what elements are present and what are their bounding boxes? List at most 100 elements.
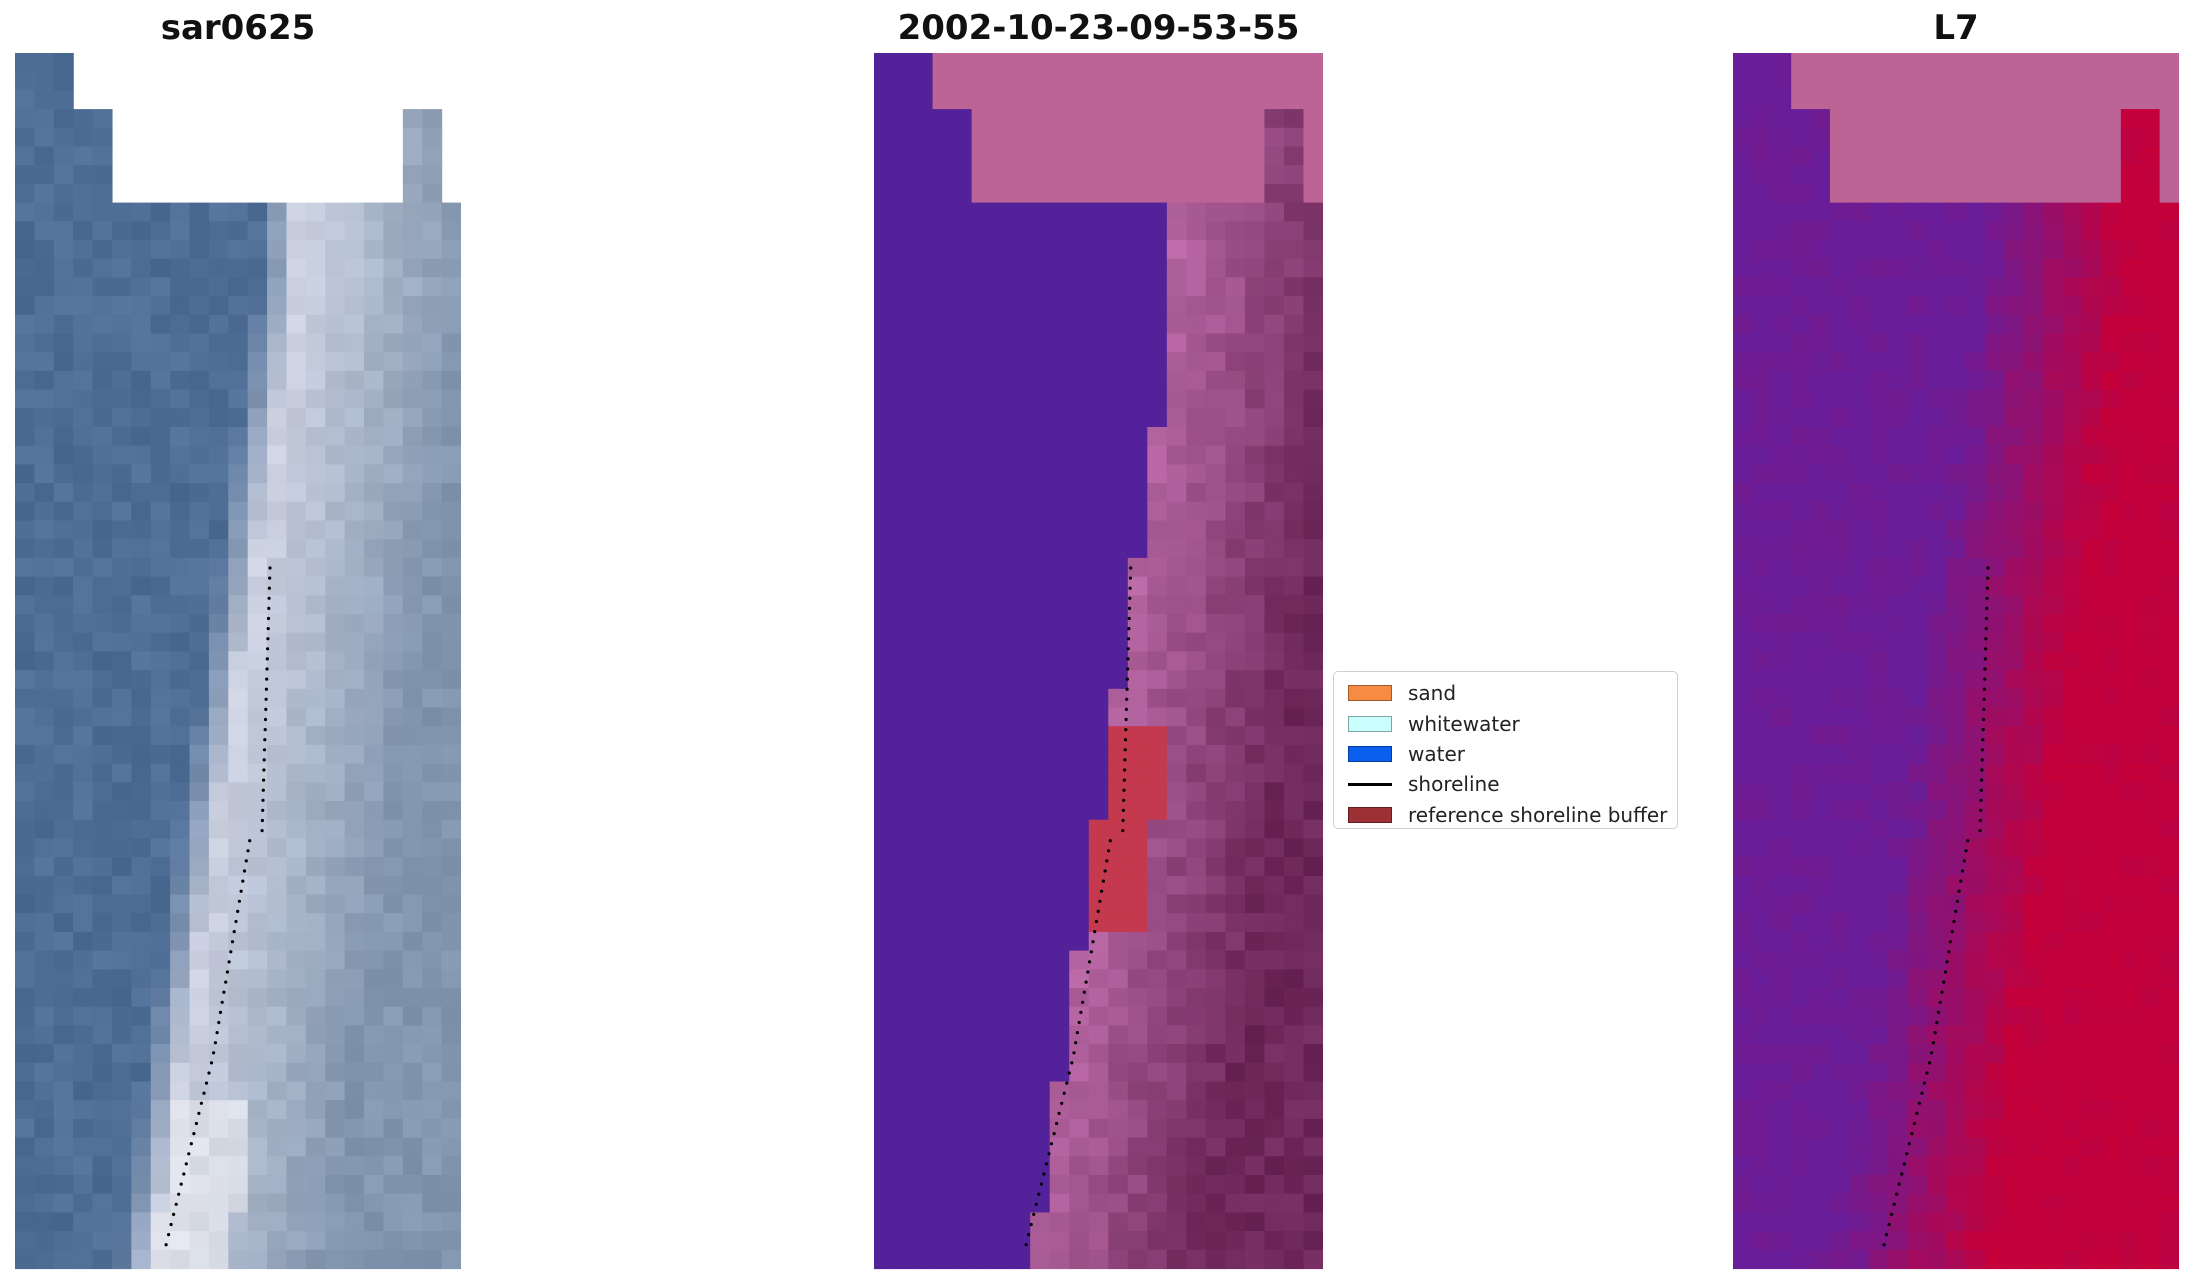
image-pixel: [286, 707, 307, 727]
image-pixel: [73, 146, 94, 166]
image-pixel: [1888, 801, 1909, 821]
image-pixel: [1147, 1118, 1168, 1139]
image-pixel: [2101, 109, 2122, 129]
image-pixel: [131, 1006, 152, 1026]
image-pixel: [971, 857, 992, 877]
image-pixel: [1733, 1062, 1753, 1083]
image-pixel: [131, 277, 152, 297]
image-pixel: [1264, 1137, 1285, 1157]
image-pixel: [1303, 782, 1323, 802]
image-pixel: [1771, 389, 1792, 409]
image-pixel: [267, 539, 288, 559]
image-pixel: [2023, 595, 2044, 615]
image-pixel: [1225, 501, 1246, 522]
image-pixel: [1205, 707, 1226, 727]
image-pixel: [1283, 109, 1305, 129]
image-pixel: [1166, 427, 1187, 447]
image-pixel: [2004, 1044, 2025, 1064]
image-pixel: [1049, 1062, 1070, 1083]
image-pixel: [2140, 483, 2161, 503]
image-pixel: [2140, 782, 2161, 802]
image-pixel: [1108, 595, 1129, 615]
shoreline-point: [1980, 768, 1984, 772]
image-pixel: [1752, 296, 1773, 316]
image-pixel: [1108, 988, 1129, 1008]
image-pixel: [1733, 127, 1753, 148]
image-pixel: [364, 557, 385, 578]
image-pixel: [1926, 258, 1947, 278]
image-pixel: [1733, 670, 1753, 690]
image-pixel: [1810, 352, 1831, 372]
image-pixel: [1127, 875, 1148, 896]
image-pixel: [1069, 1212, 1090, 1232]
image-pixel: [1010, 483, 1031, 503]
image-pixel: [1166, 595, 1187, 615]
image-pixel: [1985, 595, 2006, 615]
image-pixel: [1965, 1062, 1986, 1083]
image-pixel: [1030, 539, 1051, 559]
image-pixel: [1069, 819, 1090, 839]
image-pixel: [1010, 501, 1031, 522]
image-pixel: [150, 1212, 171, 1232]
image-pixel: [1985, 950, 2006, 970]
image-pixel: [1049, 744, 1070, 765]
image-pixel: [170, 931, 191, 952]
image-pixel: [1127, 483, 1148, 503]
image-pixel: [15, 53, 35, 73]
image-pixel: [325, 1081, 346, 1101]
image-pixel: [150, 913, 171, 933]
image-pixel: [1791, 1156, 1812, 1176]
image-pixel: [73, 614, 94, 634]
image-pixel: [2062, 1137, 2083, 1157]
image-pixel: [1186, 707, 1207, 727]
image-pixel: [1166, 557, 1187, 578]
image-pixel: [286, 726, 307, 746]
image-pixel: [1771, 109, 1792, 129]
image-pixel: [441, 969, 461, 989]
image-pixel: [2140, 988, 2161, 1008]
image-pixel: [1127, 1025, 1148, 1045]
image-pixel: [53, 950, 74, 970]
image-pixel: [1010, 707, 1031, 727]
image-pixel: [170, 296, 191, 316]
image-pixel: [1303, 1118, 1323, 1139]
image-pixel: [2062, 296, 2083, 316]
image-pixel: [913, 1118, 934, 1139]
image-pixel: [2082, 969, 2103, 989]
image-pixel: [1985, 969, 2006, 989]
image-pixel: [2159, 670, 2179, 690]
image-pixel: [111, 277, 132, 297]
image-pixel: [1303, 1175, 1323, 1195]
image-pixel: [2023, 801, 2044, 821]
image-pixel: [364, 614, 385, 634]
image-pixel: [208, 1231, 229, 1251]
image-pixel: [1303, 165, 1323, 185]
image-pixel: [1225, 1044, 1246, 1064]
image-pixel: [1849, 782, 1870, 802]
image-pixel: [170, 670, 191, 690]
image-pixel: [92, 1231, 113, 1251]
image-pixel: [73, 819, 94, 839]
image-pixel: [1147, 483, 1168, 503]
image-pixel: [325, 557, 346, 578]
image-pixel: [893, 875, 914, 896]
image-pixel: [1965, 445, 1986, 465]
image-pixel: [305, 408, 326, 428]
image-pixel: [1127, 1156, 1148, 1176]
image-pixel: [344, 1231, 365, 1251]
shoreline-point: [174, 1202, 178, 1206]
image-pixel: [1868, 445, 1889, 465]
image-pixel: [1166, 688, 1187, 709]
image-pixel: [971, 53, 992, 73]
image-pixel: [1888, 819, 1909, 839]
image-pixel: [1147, 557, 1168, 578]
image-pixel: [1946, 557, 1967, 578]
image-pixel: [1186, 165, 1207, 185]
image-pixel: [111, 1249, 132, 1270]
image-pixel: [1985, 557, 2006, 578]
image-pixel: [971, 744, 992, 765]
image-pixel: [932, 1193, 953, 1213]
image-pixel: [1069, 427, 1090, 447]
image-pixel: [2062, 819, 2083, 839]
image-pixel: [991, 314, 1012, 335]
